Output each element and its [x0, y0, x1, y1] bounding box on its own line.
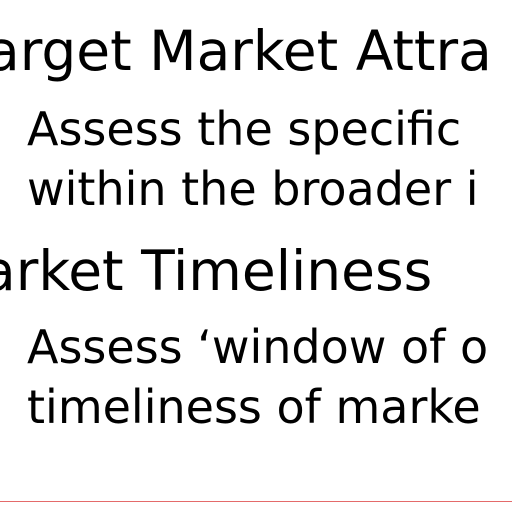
bullet-2-line-1: Assess ‘window of o [27, 320, 489, 374]
footer-rule [0, 501, 512, 502]
heading-target-market-attractiveness: arget Market Attra [0, 19, 492, 83]
heading-market-timeliness: arket Timeliness [0, 239, 433, 303]
bullet-2-line-2: timeliness of marke [27, 380, 481, 434]
bullet-1-line-1: Assess the specific [27, 102, 462, 156]
bullet-1-line-2: within the broader i [27, 162, 479, 216]
